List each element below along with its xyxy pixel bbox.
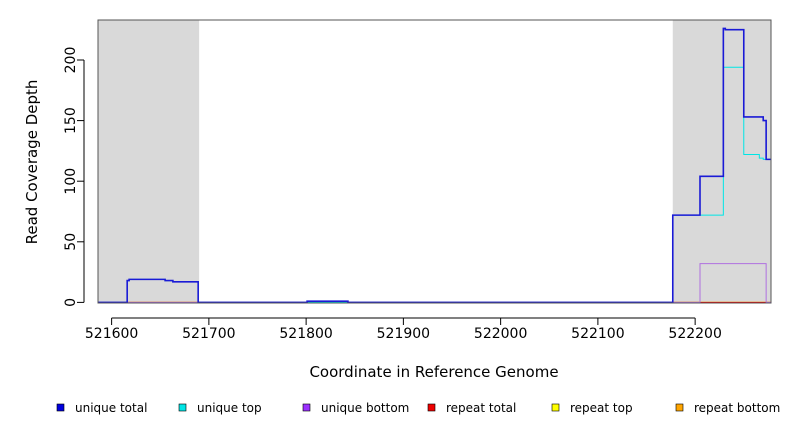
x-tick-label: 522000: [474, 326, 527, 342]
shaded-region-1: [98, 20, 200, 303]
x-axis: 521600 521700 521800 521900 522000 522100 5222…: [85, 317, 722, 342]
y-tick-label: 0: [63, 298, 79, 307]
legend-swatch-repeat-bottom: [675, 403, 684, 412]
y-axis: 0 50 100 150 200: [63, 47, 85, 307]
shaded-region-2: [672, 20, 771, 303]
x-tick-label: 521700: [182, 326, 235, 342]
legend-label-repeat-top: repeat top: [570, 401, 633, 415]
series-layer: [98, 27, 771, 304]
x-tick-label: 522100: [571, 326, 624, 342]
legend-swatch-unique-top: [178, 403, 187, 412]
legend-swatch-repeat-total: [427, 403, 436, 412]
legend-label-unique-total: unique total: [75, 401, 147, 415]
legend-swatch-unique-total: [56, 403, 65, 412]
y-axis-title: Read Coverage Depth: [23, 80, 41, 245]
y-tick-label: 100: [63, 168, 79, 195]
y-tick-label: 200: [63, 47, 79, 74]
x-tick-label: 522200: [668, 326, 721, 342]
legend-label-unique-bottom: unique bottom: [321, 401, 409, 415]
legend-swatch-repeat-top: [551, 403, 560, 412]
legend-swatch-unique-bottom: [302, 403, 311, 412]
y-tick-label: 150: [63, 107, 79, 134]
plot-background: [98, 20, 771, 303]
x-tick-label: 521600: [85, 326, 138, 342]
series-unique-total: [98, 27, 771, 304]
x-tick-label: 521800: [279, 326, 332, 342]
y-tick-label: 50: [63, 233, 79, 251]
legend-label-unique-top: unique top: [197, 401, 262, 415]
x-axis-title: Coordinate in Reference Genome: [309, 363, 558, 381]
plot-frame: [97, 19, 772, 304]
legend-label-repeat-bottom: repeat bottom: [694, 401, 780, 415]
x-tick-label: 521900: [377, 326, 430, 342]
legend: unique total unique top unique bottom repea…: [56, 401, 780, 415]
legend-label-repeat-total: repeat total: [446, 401, 516, 415]
